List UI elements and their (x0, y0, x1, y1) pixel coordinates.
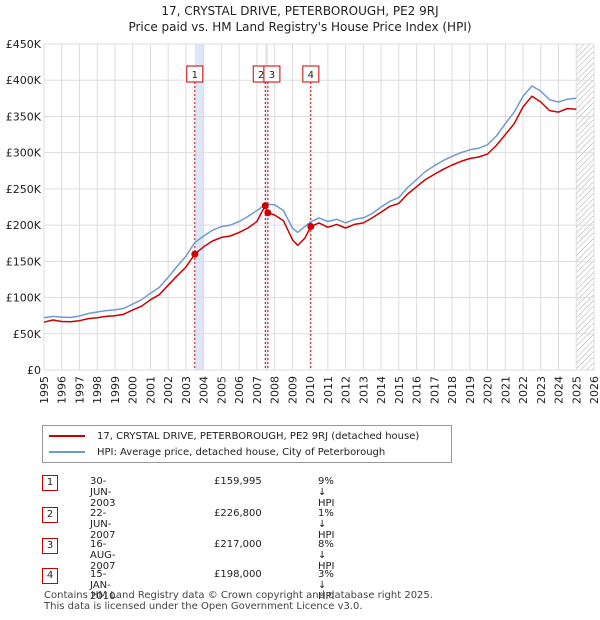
y-tick-label: £50K (13, 328, 42, 341)
marker-number: 1 (192, 70, 198, 81)
x-tick-label: 2024 (553, 376, 566, 404)
marker-number: 3 (269, 70, 275, 81)
transaction-date: 15-JAN-2010 (90, 569, 116, 602)
transaction-hpi-diff: 3% ↓ HPI (318, 569, 335, 602)
x-tick-label: 2023 (535, 376, 548, 404)
transaction-price: £198,000 (214, 569, 262, 580)
legend-item-property: 17, CRYSTAL DRIVE, PETERBOROUGH, PE2 9RJ… (49, 429, 419, 443)
transaction-hpi-diff: 9% ↓ HPI (318, 476, 335, 509)
transaction-marker: 4 (302, 65, 320, 83)
transaction-number: 1 (42, 475, 58, 491)
y-tick-label: £250K (6, 183, 42, 196)
x-tick-label: 1999 (109, 376, 122, 404)
transaction-number: 4 (42, 568, 58, 584)
x-tick-label: 2007 (251, 376, 264, 404)
y-tick-label: £150K (6, 255, 42, 268)
sale-point (264, 209, 272, 217)
transaction-hpi-diff: 8% ↓ HPI (318, 539, 335, 572)
x-tick-label: 2005 (215, 376, 228, 404)
transaction-marker: 1 (186, 65, 204, 83)
x-tick-label: 2016 (411, 376, 424, 404)
x-tick-label: 1998 (91, 376, 104, 404)
x-tick-label: 1997 (73, 376, 86, 404)
legend-swatch-property (49, 435, 85, 437)
x-tick-label: 2015 (393, 376, 406, 404)
x-tick-label: 2003 (180, 376, 193, 404)
x-tick-label: 2026 (588, 376, 600, 404)
x-tick-label: 2013 (357, 376, 370, 404)
transaction-date: 22-JUN-2007 (90, 508, 116, 541)
transaction-date: 30-JUN-2003 (90, 476, 116, 509)
y-tick-label: £300K (6, 147, 42, 160)
y-tick-label: £200K (6, 219, 42, 232)
legend-label-hpi: HPI: Average price, detached house, City… (97, 446, 386, 458)
series-line-property (43, 95, 577, 323)
x-tick-label: 2008 (269, 376, 282, 404)
marker-box (186, 65, 204, 83)
marker-number: 4 (308, 70, 314, 81)
x-tick-label: 2006 (233, 376, 246, 404)
x-tick-label: 2000 (127, 376, 140, 404)
transaction-price: £159,995 (214, 476, 262, 487)
transaction-marker: 3 (263, 65, 281, 83)
transaction-number: 2 (42, 507, 58, 523)
transaction-price: £217,000 (214, 539, 262, 550)
x-tick-label: 2009 (286, 376, 299, 404)
marker-box (263, 65, 281, 83)
chart-legend: 17, CRYSTAL DRIVE, PETERBOROUGH, PE2 9RJ… (42, 425, 452, 463)
x-tick-label: 2012 (340, 376, 353, 404)
x-tick-label: 2011 (322, 376, 335, 404)
transaction-price: £226,800 (214, 508, 262, 519)
chart-title: 17, CRYSTAL DRIVE, PETERBOROUGH, PE2 9RJ (161, 4, 439, 18)
y-tick-label: £400K (6, 74, 42, 87)
x-tick-label: 2014 (375, 376, 388, 404)
series-line-hpi (43, 85, 577, 319)
legend-item-hpi: HPI: Average price, detached house, City… (49, 445, 385, 459)
sale-point (191, 250, 199, 258)
x-tick-label: 2022 (517, 376, 530, 404)
x-tick-label: 2021 (499, 376, 512, 404)
transaction-shade (194, 44, 204, 370)
x-tick-label: 2010 (304, 376, 317, 404)
y-tick-label: £350K (6, 110, 42, 123)
transaction-number: 3 (42, 538, 58, 554)
x-tick-label: 2018 (446, 376, 459, 404)
footer-notice: Contains HM Land Registry data © Crown c… (44, 590, 433, 612)
sale-point (261, 202, 269, 210)
x-tick-label: 2002 (162, 376, 175, 404)
x-tick-label: 2019 (464, 376, 477, 404)
sale-point (307, 223, 315, 231)
forecast-hatch (576, 44, 594, 370)
footer-licence: This data is licensed under the Open Gov… (44, 601, 363, 612)
x-tick-label: 2020 (482, 376, 495, 404)
x-tick-label: 2017 (428, 376, 441, 404)
legend-swatch-hpi (49, 451, 85, 453)
y-tick-label: £100K (6, 292, 42, 305)
footer-copyright: Contains HM Land Registry data © Crown c… (44, 590, 433, 601)
y-tick-label: £450K (6, 38, 42, 51)
legend-label-property: 17, CRYSTAL DRIVE, PETERBOROUGH, PE2 9RJ… (97, 430, 420, 442)
chart-subtitle: Price paid vs. HM Land Registry's House … (128, 20, 472, 34)
transaction-date: 16-AUG-2007 (90, 539, 116, 572)
transaction-hpi-diff: 1% ↓ HPI (318, 508, 335, 541)
x-tick-label: 2004 (198, 376, 211, 404)
x-tick-label: 2025 (570, 376, 583, 404)
x-tick-label: 1995 (38, 376, 51, 404)
x-tick-label: 1996 (56, 376, 69, 404)
marker-number: 2 (258, 70, 264, 81)
y-tick-label: £0 (27, 364, 41, 377)
x-tick-label: 2001 (144, 376, 157, 404)
marker-box (302, 65, 320, 83)
